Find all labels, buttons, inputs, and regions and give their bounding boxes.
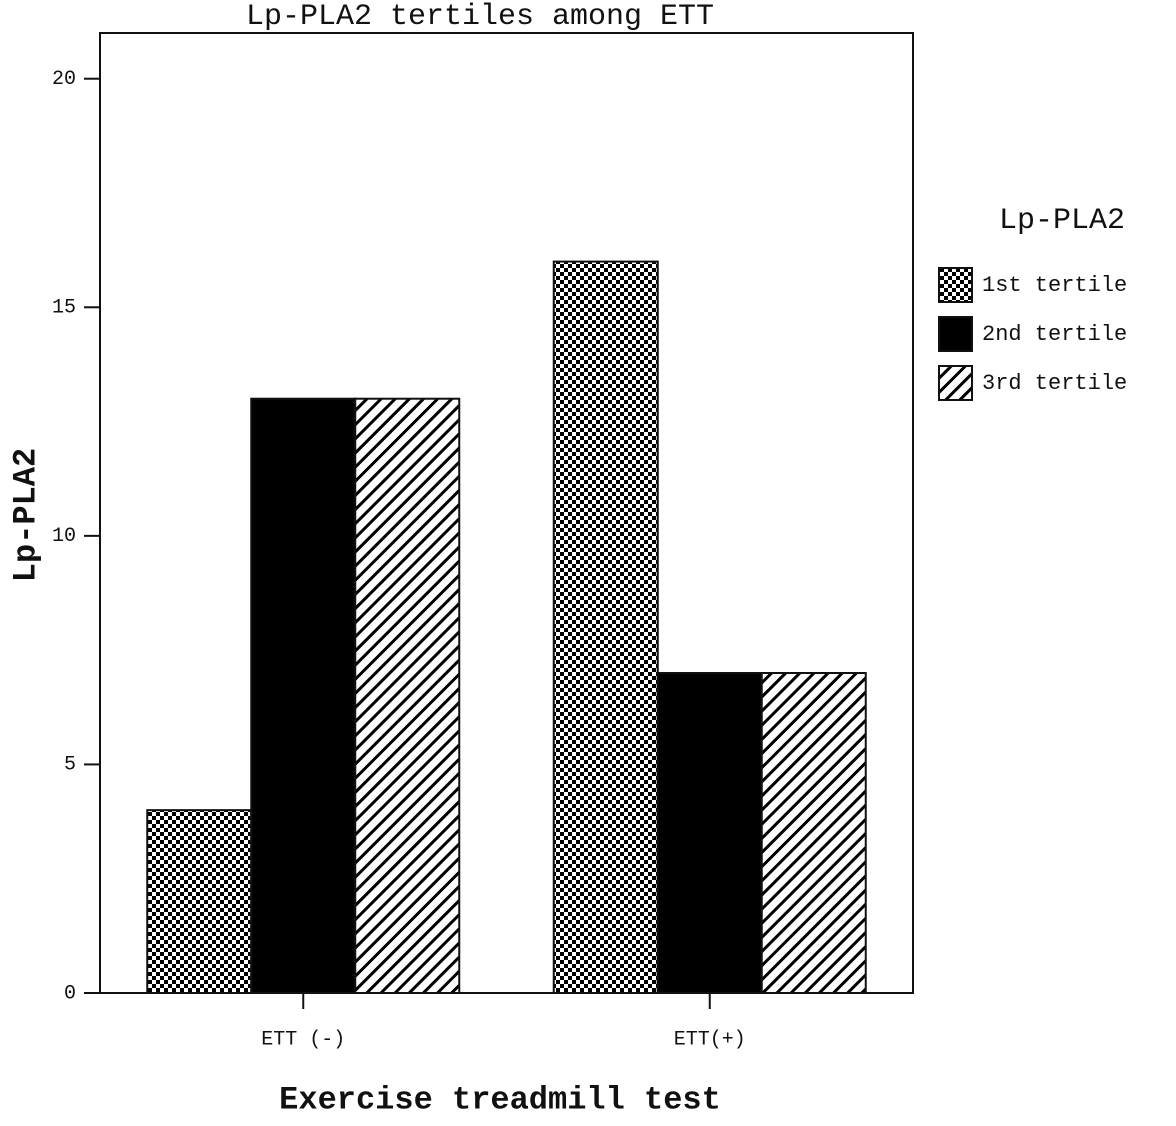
legend-label: 2nd tertile: [982, 322, 1127, 347]
bar: [656, 672, 763, 994]
y-tick-label: 0: [64, 982, 76, 1005]
legend-swatch: [938, 316, 973, 352]
x-tick-label: ETT (-): [261, 1028, 345, 1051]
legend-swatch: [938, 365, 973, 401]
x-tick-label: ETT(+): [674, 1028, 746, 1051]
bar: [250, 397, 357, 994]
y-tick-label: 10: [52, 525, 76, 548]
bar: [146, 809, 253, 995]
y-tick-label: 5: [64, 754, 76, 777]
bar: [760, 672, 867, 994]
x-axis-title: Exercise treadmill test: [279, 1081, 721, 1118]
y-tick-label: 15: [52, 297, 76, 320]
legend-label: 3rd tertile: [982, 371, 1127, 396]
chart-title: Lp-PLA2 tertiles among ETT: [246, 0, 714, 34]
legend-label: 1st tertile: [982, 273, 1127, 298]
y-tick-label: 20: [52, 68, 76, 91]
bar: [354, 397, 461, 994]
plot-frame: [99, 32, 914, 994]
legend-title: Lp-PLA2: [999, 204, 1125, 238]
bar: [552, 260, 659, 995]
y-axis-title: Lp-PLA2: [7, 448, 44, 582]
legend-swatch: [938, 267, 973, 303]
